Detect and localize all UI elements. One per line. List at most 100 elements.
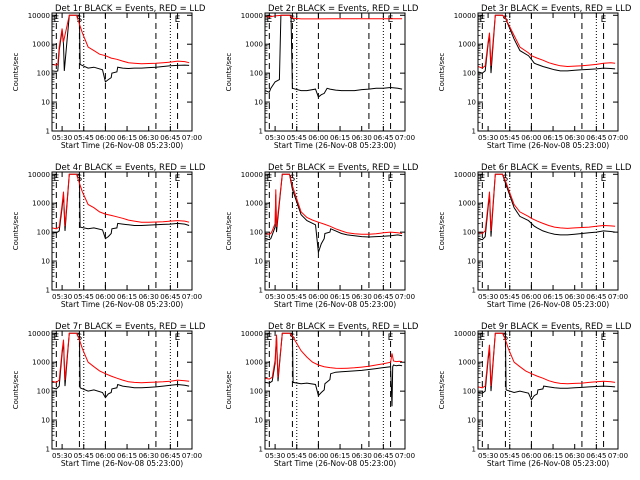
panel-4-xlabel: Start Time (26-Nov-08 05:23:00) <box>61 300 183 309</box>
panel-5-ytick-label-2: 100 <box>250 229 263 237</box>
panel-2-xtick-label-6: 07:00 <box>395 134 415 142</box>
panel-3-plot-frame <box>477 12 619 132</box>
panel-6-ytick-label-1: 10 <box>467 258 476 266</box>
panel-3-xtick-label-2: 06:00 <box>521 134 541 142</box>
panel-9-ytick-label-1: 10 <box>467 417 476 425</box>
panel-5-ytick-label-3: 1000 <box>245 200 263 208</box>
panel-8-series-black <box>265 332 403 407</box>
panel-1-series-red <box>52 14 190 66</box>
panel-4-series-black <box>52 173 190 240</box>
panel-3-ytick-label-2: 100 <box>463 70 476 78</box>
panel-5-xtick-label-5: 06:45 <box>373 293 393 301</box>
panel-1-marker-label-3: E <box>175 15 181 25</box>
panel-7-xtick-label-3: 06:15 <box>117 452 137 460</box>
panel-7-title: Det 7r BLACK = Events, RED = LLD <box>55 322 206 332</box>
panel-4-ylabel: Counts/sec <box>12 212 20 251</box>
panel-1-ytick-label-0: 1 <box>46 128 50 136</box>
panel-1-series-black <box>52 14 190 83</box>
panel-1-marker-label-1: E <box>53 15 59 25</box>
panel-7-xtick-label-5: 06:45 <box>160 452 180 460</box>
panel-8-xtick-label-3: 06:15 <box>330 452 350 460</box>
panel-9-marker-label-3: E <box>601 333 607 343</box>
panel-9-ytick-label-3: 1000 <box>458 359 476 367</box>
panel-5-xtick-label-3: 06:15 <box>330 293 350 301</box>
panel-4-xtick-label-4: 06:30 <box>139 293 159 301</box>
panel-7-xtick-label-1: 05:45 <box>74 452 94 460</box>
panel-3-xlabel: Start Time (26-Nov-08 05:23:00) <box>487 141 609 150</box>
panel-5-xtick-label-4: 06:30 <box>352 293 372 301</box>
panel-8-xtick-label-4: 06:30 <box>352 452 372 460</box>
panel-8-ytick-label-3: 1000 <box>245 359 263 367</box>
panel-6-xtick-label-6: 07:00 <box>608 293 628 301</box>
panel-4-xtick-label-1: 05:45 <box>74 293 94 301</box>
panel-3-marker-label-3: E <box>601 15 607 25</box>
panel-9-ytick-label-2: 100 <box>463 388 476 396</box>
panel-4-xtick-label-5: 06:45 <box>160 293 180 301</box>
panel-2-marker-label-2: S <box>290 15 296 25</box>
panel-8-xlabel: Start Time (26-Nov-08 05:23:00) <box>274 459 396 468</box>
panel-7-series-black <box>52 332 190 399</box>
panel-2-plot-frame <box>264 12 406 132</box>
panel-1-xtick-label-3: 06:15 <box>117 134 137 142</box>
panel-7-ytick-label-1: 10 <box>41 417 50 425</box>
panel-3-ytick-label-0: 1 <box>472 128 476 136</box>
panel-2-ytick-label-3: 1000 <box>245 41 263 49</box>
panel-5-marker-label-1: E <box>266 174 272 184</box>
panel-2-marker-label-3: E <box>388 15 394 25</box>
panel-3-xtick-label-5: 06:45 <box>586 134 606 142</box>
panel-2-xtick-label-1: 05:45 <box>287 134 307 142</box>
panel-9-ytick-label-0: 1 <box>472 446 476 454</box>
panel-2-xtick-label-3: 06:15 <box>330 134 350 142</box>
panel-6-ytick-label-3: 1000 <box>458 200 476 208</box>
panel-6-xtick-label-1: 05:45 <box>500 293 520 301</box>
panel-5-xlabel: Start Time (26-Nov-08 05:23:00) <box>274 300 396 309</box>
panel-8-ytick-label-0: 1 <box>259 446 263 454</box>
panel-9-ylabel: Counts/sec <box>438 371 446 410</box>
panel-2-ytick-label-4: 10000 <box>241 12 263 20</box>
panel-2-ytick-label-0: 1 <box>259 128 263 136</box>
panel-5-marker-label-3: E <box>388 174 394 184</box>
panel-6-xtick-label-4: 06:30 <box>565 293 585 301</box>
panel-5-xtick-label-6: 07:00 <box>395 293 415 301</box>
panel-9-plot-frame <box>477 330 619 450</box>
panel-4-ytick-label-1: 10 <box>41 258 50 266</box>
panel-8-ytick-label-4: 10000 <box>241 330 263 338</box>
panel-9-xtick-label-4: 06:30 <box>565 452 585 460</box>
panel-3-ytick-label-1: 10 <box>467 99 476 107</box>
panel-5-xtick-label-1: 05:45 <box>287 293 307 301</box>
panel-7-ytick-label-0: 1 <box>46 446 50 454</box>
panel-6-series-red <box>478 173 616 235</box>
panel-4-marker-label-3: E <box>175 174 181 184</box>
panel-1-xtick-label-6: 07:00 <box>182 134 202 142</box>
panel-9-xtick-label-0: 05:30 <box>478 452 498 460</box>
panel-5-xtick-label-0: 05:30 <box>265 293 285 301</box>
panel-2-xtick-label-5: 06:45 <box>373 134 393 142</box>
panel-6-xtick-label-0: 05:30 <box>478 293 498 301</box>
panel-1-xtick-label-0: 05:30 <box>52 134 72 142</box>
panel-5-marker-label-2: S <box>290 174 296 184</box>
panel-2-title: Det 2r BLACK = Events, RED = LLD <box>268 4 419 14</box>
panel-6-ytick-label-2: 100 <box>463 229 476 237</box>
panel-1-ytick-label-2: 100 <box>37 70 50 78</box>
panel-8-marker-label-1: E <box>266 333 272 343</box>
panel-3-ylabel: Counts/sec <box>438 53 446 92</box>
panel-9-xtick-label-2: 06:00 <box>521 452 541 460</box>
panel-2-ylabel: Counts/sec <box>225 53 233 92</box>
panel-4-ytick-label-4: 10000 <box>28 171 50 179</box>
panel-5-plot-frame <box>264 171 406 291</box>
panel-2-series-black <box>265 14 403 98</box>
panel-9-xtick-label-5: 06:45 <box>586 452 606 460</box>
panel-9-ytick-label-4: 10000 <box>454 330 476 338</box>
panel-1-ytick-label-4: 10000 <box>28 12 50 20</box>
panel-8-xtick-label-2: 06:00 <box>308 452 328 460</box>
panel-8-plot-frame <box>264 330 406 450</box>
panel-5-ytick-label-1: 10 <box>254 258 263 266</box>
panel-9-marker-label-1: E <box>479 333 485 343</box>
panel-9-xlabel: Start Time (26-Nov-08 05:23:00) <box>487 459 609 468</box>
panel-3-xtick-label-4: 06:30 <box>565 134 585 142</box>
panel-5-ytick-label-4: 10000 <box>241 171 263 179</box>
panel-9-xtick-label-3: 06:15 <box>543 452 563 460</box>
panel-7-xtick-label-4: 06:30 <box>139 452 159 460</box>
panel-3-ytick-label-4: 10000 <box>454 12 476 20</box>
